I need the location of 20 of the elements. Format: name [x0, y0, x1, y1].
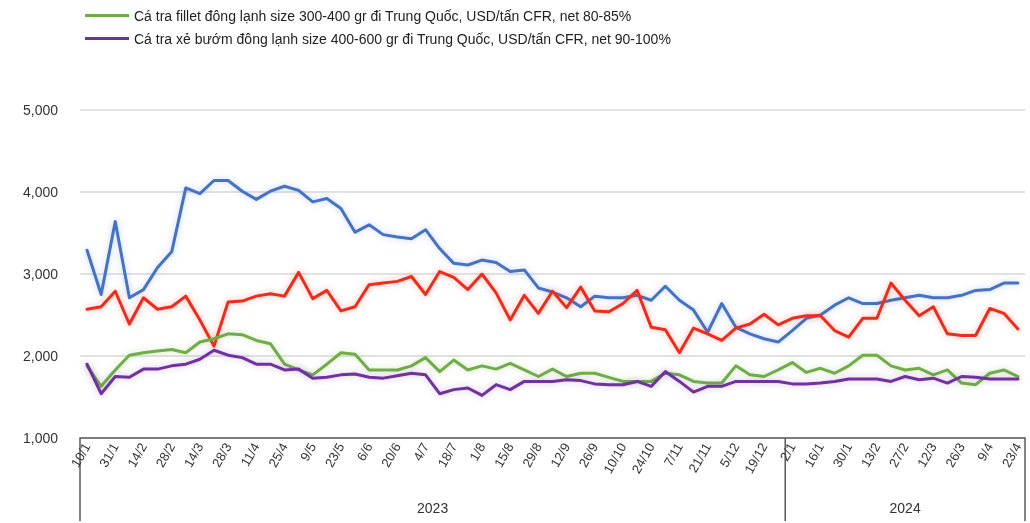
- y-tick-label: 3,000: [22, 266, 59, 282]
- legend-label: Cá tra xẻ bướm đông lạnh size 400-600 gr đi Trung Quốc, USD/tấn CFR, net 90-100%: [134, 30, 671, 47]
- line-series: [85, 270, 1020, 355]
- y-tick-label: 4,000: [22, 184, 59, 200]
- line-series: [85, 348, 1020, 397]
- text: 2024: [889, 500, 921, 516]
- x-tick-label: 9/5: [297, 440, 320, 464]
- line-series: [85, 332, 1020, 388]
- text: 2023: [417, 500, 449, 516]
- legend-label: Cá tra fillet đông lạnh size 300-400 gr đi Trung Quốc, USD/tấn CFR, net 80-85%: [134, 7, 632, 24]
- y-tick-label: 5,000: [22, 102, 59, 118]
- line-series: [85, 179, 1020, 344]
- x-tick-label: 2/1: [776, 440, 799, 464]
- x-tick-label: 7/11: [660, 440, 686, 469]
- x-tick-label: 6/6: [353, 440, 376, 464]
- x-tick-label: 4/7: [410, 440, 433, 464]
- y-tick-label: 2,000: [22, 348, 59, 364]
- x-tick-label: 9/4: [974, 440, 997, 464]
- y-tick-label: 1,000: [22, 430, 59, 446]
- x-tick-label: 1/8: [466, 440, 489, 464]
